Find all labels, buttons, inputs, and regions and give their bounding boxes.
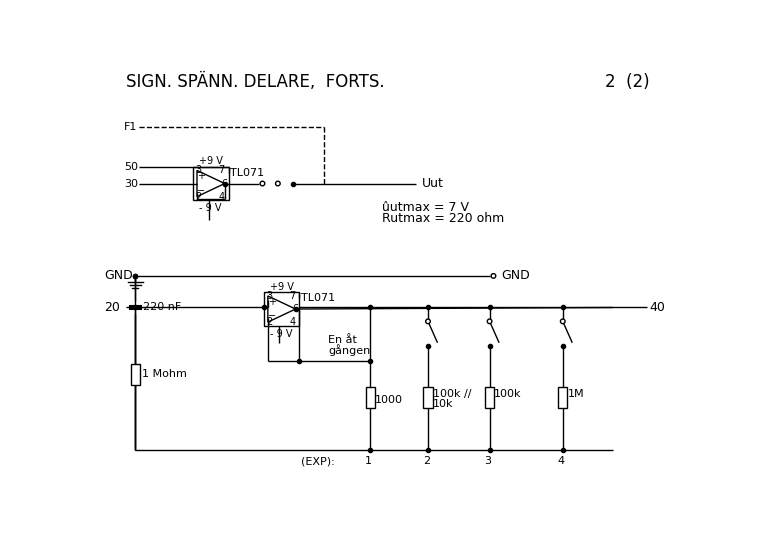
Text: gången: gången — [328, 344, 370, 356]
Text: 10k: 10k — [432, 399, 453, 409]
Text: 6: 6 — [222, 178, 228, 188]
Bar — [264, 292, 299, 326]
Text: 40: 40 — [650, 301, 666, 314]
Text: +9 V: +9 V — [199, 156, 223, 166]
Circle shape — [426, 319, 430, 324]
Text: 3: 3 — [485, 456, 492, 466]
Text: 6: 6 — [293, 304, 299, 314]
Text: 3: 3 — [195, 166, 201, 176]
Circle shape — [276, 181, 280, 186]
Circle shape — [487, 319, 492, 324]
Text: +9 V: +9 V — [270, 281, 294, 292]
Text: 2: 2 — [195, 192, 201, 202]
Text: - 9 V: - 9 V — [270, 329, 293, 338]
Text: −: − — [197, 186, 205, 196]
Text: 100k //: 100k // — [432, 389, 471, 399]
Text: 1: 1 — [366, 456, 372, 466]
Text: 100k: 100k — [494, 389, 521, 399]
Text: 7: 7 — [290, 291, 296, 301]
Text: F1: F1 — [124, 121, 138, 131]
Bar — [485, 387, 494, 408]
Text: 50: 50 — [124, 162, 138, 172]
Circle shape — [260, 181, 264, 186]
Text: −: − — [268, 311, 276, 321]
Text: 2: 2 — [266, 317, 273, 327]
Text: 30: 30 — [124, 178, 138, 188]
Bar — [423, 387, 432, 408]
Text: +: + — [197, 171, 205, 181]
Text: En åt: En åt — [328, 335, 356, 345]
Text: +: + — [268, 297, 276, 307]
Text: 220 nF: 220 nF — [143, 302, 182, 312]
Text: 7: 7 — [219, 166, 225, 176]
Circle shape — [560, 319, 565, 324]
Text: - 9 V: - 9 V — [199, 203, 222, 213]
Text: ûutmax = 7 V: ûutmax = 7 V — [382, 201, 469, 214]
Text: 1000: 1000 — [375, 395, 403, 405]
Text: 1M: 1M — [568, 389, 584, 399]
Text: Rutmax = 220 ohm: Rutmax = 220 ohm — [382, 212, 504, 225]
Text: 20: 20 — [105, 301, 121, 314]
Text: Uut: Uut — [422, 177, 444, 190]
Text: 2: 2 — [423, 456, 430, 466]
Circle shape — [491, 274, 496, 278]
Bar — [193, 167, 229, 201]
Text: (EXP):: (EXP): — [301, 456, 334, 466]
Bar — [366, 387, 375, 408]
Bar — [131, 363, 140, 385]
Text: TL071: TL071 — [230, 168, 264, 178]
Text: GND: GND — [501, 269, 530, 283]
Text: 2  (2): 2 (2) — [605, 73, 650, 91]
Text: 4: 4 — [558, 456, 565, 466]
Text: 4: 4 — [290, 317, 296, 327]
Text: SIGN. SPÄNN. DELARE,  FORTS.: SIGN. SPÄNN. DELARE, FORTS. — [126, 73, 385, 91]
Text: 1 Mohm: 1 Mohm — [142, 370, 187, 379]
Text: 3: 3 — [266, 291, 272, 301]
Bar — [558, 387, 568, 408]
Text: 4: 4 — [219, 192, 225, 202]
Text: TL071: TL071 — [301, 293, 335, 303]
Text: GND: GND — [105, 269, 133, 283]
